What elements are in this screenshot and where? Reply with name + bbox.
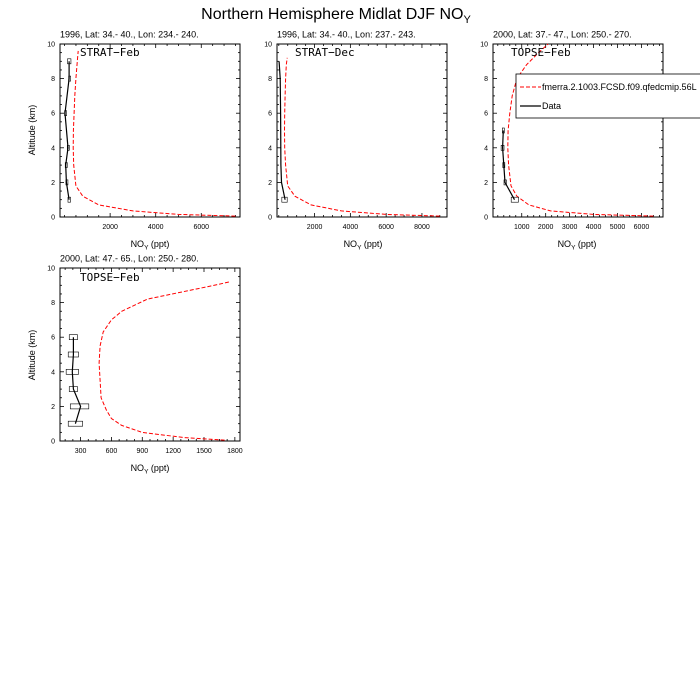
- campaign-label: STRAT−Feb: [80, 46, 140, 59]
- x-axis-label: NOY (ppt): [558, 239, 597, 252]
- plot-frame: [59, 43, 241, 218]
- data-series-line: [71, 337, 82, 424]
- x-tick-label: 4000: [586, 224, 602, 231]
- y-tick-label: 10: [47, 266, 55, 273]
- x-axis-label: NOY (ppt): [344, 239, 383, 252]
- y-tick-label: 0: [484, 215, 488, 222]
- panel-1: 1996, Lat: 34.- 40., Lon: 234.- 240. 0 2 4…: [27, 30, 241, 252]
- y-tick-label: 8: [268, 76, 272, 83]
- x-tick-label: 1000: [514, 224, 530, 231]
- x-axis-label-main: NO: [344, 239, 358, 249]
- x-axis-label: NOY (ppt): [131, 239, 170, 252]
- campaign-label: TOPSE−Feb: [80, 271, 140, 284]
- campaign-label: STRAT−Dec: [295, 46, 355, 59]
- x-axis-label-sub: Y: [144, 469, 149, 476]
- y-tick-label: 2: [484, 180, 488, 187]
- x-axis-label-sub: Y: [144, 245, 149, 252]
- model-series-line: [72, 50, 236, 217]
- data-series-line: [278, 61, 286, 200]
- y-tick-label: 4: [51, 369, 55, 376]
- x-tick-label: 2000: [538, 224, 554, 231]
- panel-4: 2000, Lat: 47.- 65., Lon: 250.- 280. 0 2 4…: [27, 254, 243, 476]
- plot-frame: [276, 43, 448, 218]
- legend-model-label: fmerra.2.1003.FCSD.f09.qfedcmip.56L: [542, 82, 697, 92]
- x-axis-label-main: NO: [131, 239, 145, 249]
- x-tick-label: 600: [106, 448, 118, 455]
- data-series-line: [501, 130, 516, 200]
- y-tick-label: 10: [47, 42, 55, 49]
- plot-frame: [492, 43, 664, 218]
- panel-header: 2000, Lat: 37.- 47., Lon: 250.- 270.: [493, 30, 632, 40]
- y-tick-label: 4: [51, 145, 55, 152]
- y-tick-label: 6: [484, 111, 488, 118]
- y-tick-label: 2: [268, 180, 272, 187]
- x-tick-label: 4000: [343, 224, 359, 231]
- x-axis-label-sub: Y: [571, 245, 576, 252]
- x-tick-label: 6000: [193, 224, 209, 231]
- plot-area: 0 2 4 6 8 10 1000 2000 3000 4000 5000 6000: [480, 42, 664, 231]
- y-tick-label: 6: [268, 111, 272, 118]
- x-tick-label: 1500: [196, 448, 212, 455]
- x-axis-label-unit: (ppt): [361, 239, 382, 249]
- figure-title-main: Northern Hemisphere Midlat DJF NO: [201, 6, 463, 23]
- y-tick-label: 6: [51, 111, 55, 118]
- model-series-line: [507, 43, 654, 217]
- panel-header: 1996, Lat: 34.- 40., Lon: 237.- 243.: [277, 30, 416, 40]
- x-tick-label: 1200: [165, 448, 181, 455]
- y-axis-label: Altitude (km): [27, 105, 37, 156]
- y-tick-label: 0: [268, 215, 272, 222]
- data-range-box: [67, 420, 83, 427]
- x-axis-label-unit: (ppt): [148, 239, 169, 249]
- y-tick-label: 2: [51, 404, 55, 411]
- panel-2: 1996, Lat: 34.- 40., Lon: 237.- 243. 0 2 4…: [264, 30, 448, 252]
- campaign-label: TOPSE−Feb: [511, 46, 571, 59]
- y-tick-label: 0: [51, 215, 55, 222]
- x-axis-label-main: NO: [131, 463, 145, 473]
- panel-header: 1996, Lat: 34.- 40., Lon: 234.- 240.: [60, 30, 199, 40]
- y-tick-label: 0: [51, 439, 55, 446]
- x-tick-label: 6000: [378, 224, 394, 231]
- y-tick-label: 8: [51, 300, 55, 307]
- plot-area: 0 2 4 6 8 10 2000 4000 6000 8000: [264, 42, 448, 231]
- y-tick-label: 4: [484, 145, 488, 152]
- figure-title: Northern Hemisphere Midlat DJF NOY: [201, 6, 471, 26]
- plot-area: 0 2 4 6 8 10 2000 4000 6000: [47, 42, 241, 231]
- y-tick-label: 10: [480, 42, 488, 49]
- plot-frame: [59, 267, 241, 442]
- x-axis-label-sub: Y: [357, 245, 362, 252]
- x-tick-label: 2000: [307, 224, 323, 231]
- x-tick-label: 8000: [414, 224, 430, 231]
- data-range-box: [510, 196, 519, 203]
- x-axis-label-unit: (ppt): [575, 239, 596, 249]
- x-tick-label: 1800: [227, 448, 243, 455]
- legend: fmerra.2.1003.FCSD.f09.qfedcmip.56L Data: [515, 73, 700, 119]
- x-tick-label: 900: [136, 448, 148, 455]
- y-tick-label: 8: [484, 76, 488, 83]
- y-tick-label: 10: [264, 42, 272, 49]
- legend-data-label: Data: [542, 101, 561, 111]
- y-tick-label: 2: [51, 180, 55, 187]
- plot-area: 0 2 4 6 8 10 300 600 900 1200 1500 1800: [47, 266, 243, 456]
- panel-header: 2000, Lat: 47.- 65., Lon: 250.- 280.: [60, 254, 199, 264]
- model-series-line: [98, 281, 230, 441]
- y-tick-label: 4: [268, 145, 272, 152]
- y-tick-label: 8: [51, 76, 55, 83]
- figure-title-sub: Y: [463, 14, 471, 26]
- x-tick-label: 5000: [610, 224, 626, 231]
- legend-box: [515, 73, 700, 119]
- x-tick-label: 300: [75, 448, 87, 455]
- x-tick-label: 3000: [562, 224, 578, 231]
- x-tick-label: 6000: [634, 224, 650, 231]
- x-axis-label-main: NO: [558, 239, 572, 249]
- x-tick-label: 4000: [148, 224, 164, 231]
- x-axis-label: NOY (ppt): [131, 463, 170, 476]
- model-series-line: [283, 57, 440, 217]
- y-axis-label: Altitude (km): [27, 330, 37, 381]
- x-tick-label: 2000: [102, 224, 118, 231]
- x-axis-label-unit: (ppt): [148, 463, 169, 473]
- data-series-line: [64, 61, 70, 200]
- panel-3: 2000, Lat: 37.- 47., Lon: 250.- 270. 0 2 4…: [480, 30, 664, 252]
- y-tick-label: 6: [51, 335, 55, 342]
